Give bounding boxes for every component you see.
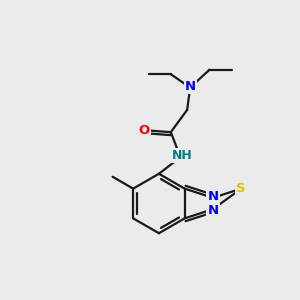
Text: O: O <box>138 124 150 137</box>
Text: S: S <box>236 182 246 195</box>
Text: NH: NH <box>172 149 193 162</box>
Text: N: N <box>207 190 218 203</box>
Text: N: N <box>207 204 218 217</box>
Text: N: N <box>184 80 196 93</box>
